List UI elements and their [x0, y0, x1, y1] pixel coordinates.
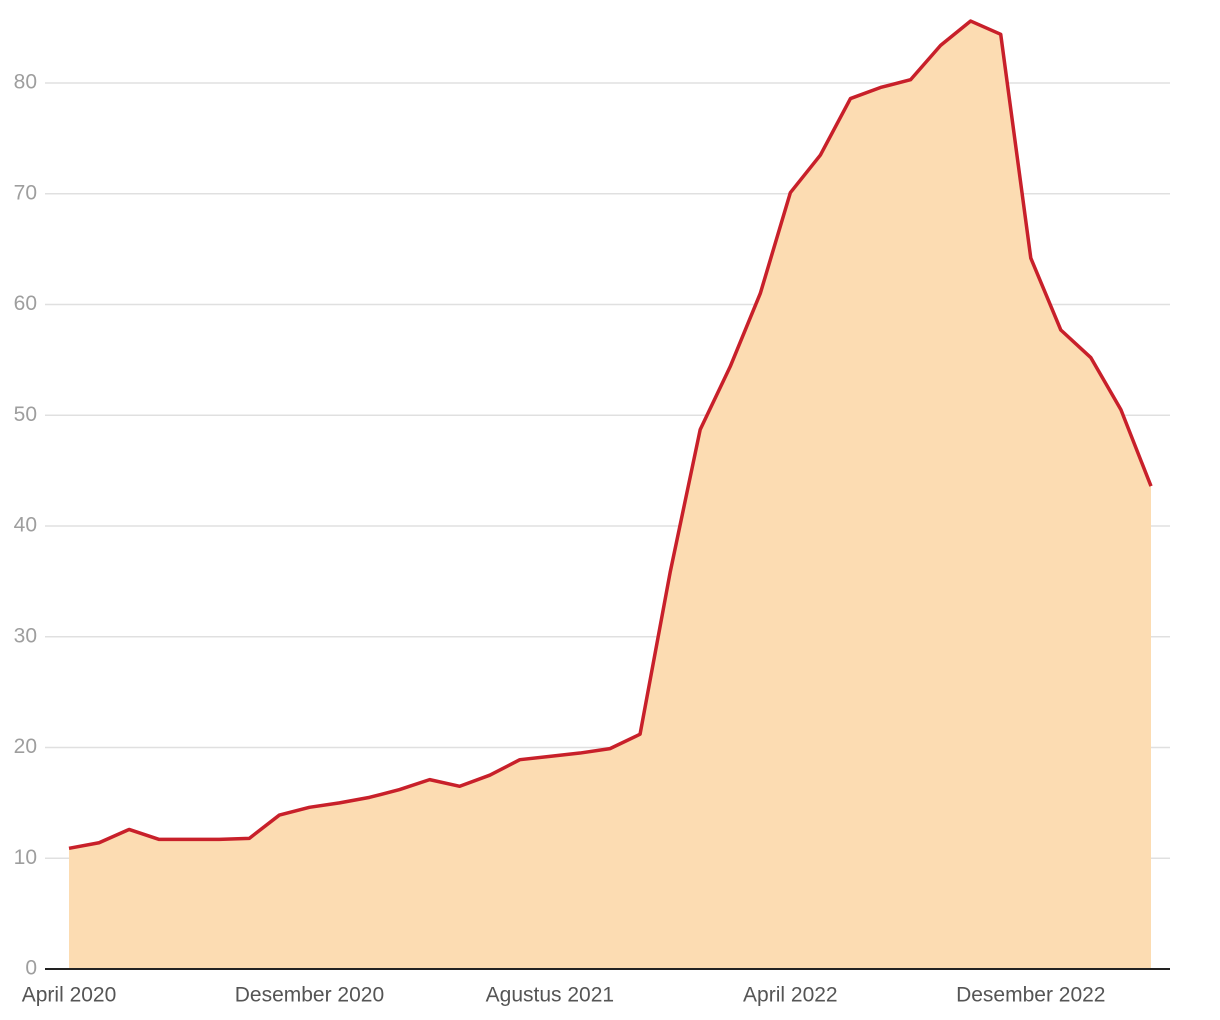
y-tick-label: 80	[14, 71, 37, 94]
x-tick-label: Agustus 2021	[486, 984, 614, 1007]
x-tick-label: Desember 2022	[956, 984, 1105, 1007]
y-tick-label: 40	[14, 514, 37, 537]
x-tick-label: Desember 2020	[235, 984, 384, 1007]
area	[69, 21, 1151, 970]
y-tick-label: 60	[14, 292, 37, 315]
y-tick-label: 0	[25, 957, 37, 980]
y-tick-label: 20	[14, 735, 37, 758]
y-tick-label: 70	[14, 181, 37, 204]
y-tick-label: 30	[14, 624, 37, 647]
x-tick-label: April 2022	[743, 984, 838, 1007]
line	[68, 19, 1153, 851]
x-tick-label: April 2020	[22, 984, 117, 1007]
y-tick-label: 10	[14, 846, 37, 869]
y-tick-label: 50	[14, 403, 37, 426]
